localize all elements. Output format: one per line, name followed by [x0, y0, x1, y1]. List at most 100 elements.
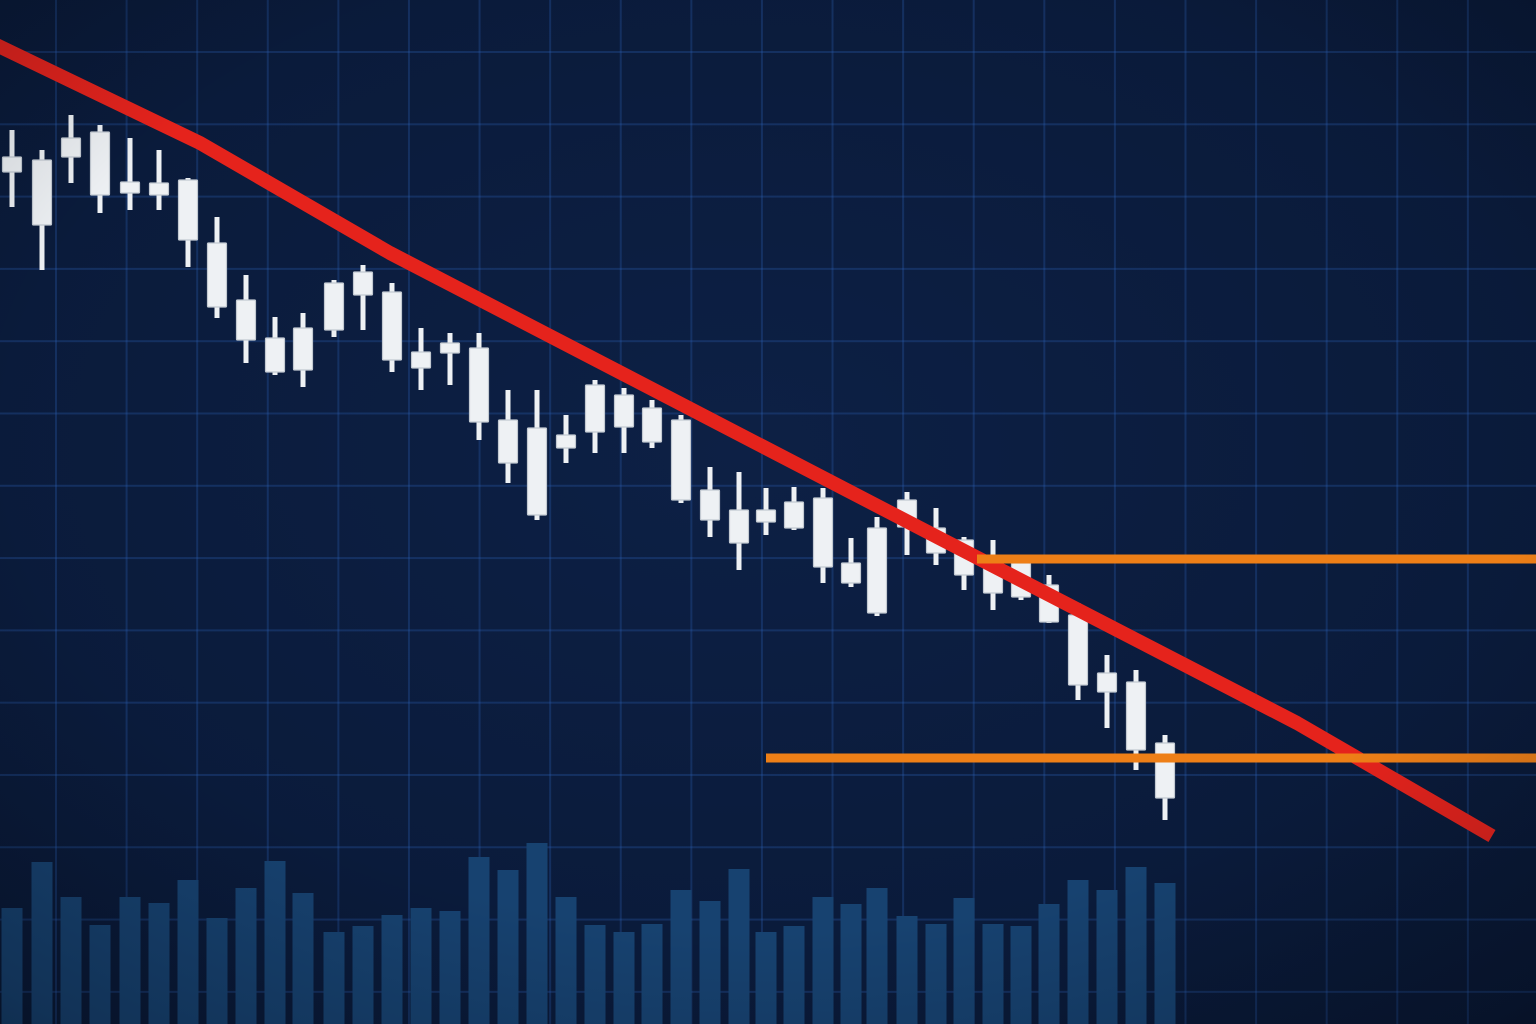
volume-bar [468, 857, 490, 1024]
volume-bar [206, 918, 228, 1024]
volume-bar [235, 888, 257, 1024]
candlestick [497, 390, 519, 483]
candle-body [670, 419, 692, 501]
candle-body [352, 271, 374, 296]
candlestick [641, 400, 663, 448]
candlestick [555, 415, 577, 463]
candlestick [670, 415, 692, 503]
candlestick [1096, 655, 1118, 728]
candle-body [1154, 742, 1176, 799]
candlestick [323, 280, 345, 337]
candle-body [119, 181, 141, 194]
candlestick [60, 115, 82, 183]
candlestick [381, 283, 403, 372]
volume-bar [755, 932, 777, 1024]
candle-body [177, 179, 199, 241]
volume-bar [1154, 883, 1176, 1024]
volume-bar [60, 897, 82, 1024]
candle-body [699, 489, 721, 521]
volume-bar [584, 925, 606, 1024]
candlestick [866, 517, 888, 616]
volume-bar [613, 932, 635, 1024]
candle-body [264, 337, 286, 373]
candle-body [755, 509, 777, 523]
volume-bar [352, 926, 374, 1024]
volume-bar [410, 908, 432, 1024]
candle-body [439, 342, 461, 354]
candle-body [526, 427, 548, 516]
candle-body [783, 501, 805, 529]
candle-body [148, 182, 170, 196]
candlestick [812, 488, 834, 583]
volume-bar [1096, 890, 1118, 1024]
candle-body [555, 434, 577, 449]
candle-body [812, 497, 834, 568]
candlestick [119, 138, 141, 210]
candlestick [840, 538, 862, 587]
volume-bar [728, 869, 750, 1024]
candle-body [60, 137, 82, 158]
candle-body [323, 282, 345, 331]
volume-bar [526, 843, 548, 1024]
candlestick [235, 275, 257, 363]
downtrend-line [0, 39, 1496, 843]
candle-body [381, 291, 403, 361]
candlestick [699, 467, 721, 537]
candle-body [206, 242, 228, 308]
candlestick [1154, 735, 1176, 820]
volume-layer [1, 843, 1176, 1024]
candlestick [468, 333, 490, 440]
volume-bar [555, 897, 577, 1024]
candle-body [1125, 681, 1147, 751]
candle-body [89, 131, 111, 196]
candle-body [866, 527, 888, 614]
candle-body [1096, 672, 1118, 693]
candle-body [840, 562, 862, 584]
volume-bar [177, 880, 199, 1024]
candlestick [410, 328, 432, 390]
candlestick [292, 313, 314, 387]
candlestick [89, 125, 111, 213]
volume-bar [497, 870, 519, 1024]
volume-bar [1125, 867, 1147, 1024]
volume-bar [264, 861, 286, 1024]
volume-bar [148, 903, 170, 1024]
candlestick [148, 150, 170, 210]
candlestick [755, 488, 777, 535]
volume-bar [925, 924, 947, 1024]
candle-body [1, 156, 23, 173]
volume-bar [670, 890, 692, 1024]
volume-bar [1010, 926, 1032, 1024]
volume-bar [641, 924, 663, 1024]
candlestick [31, 150, 53, 270]
candle-body [641, 407, 663, 443]
candlestick [206, 217, 228, 318]
candlestick [783, 487, 805, 530]
volume-bar [699, 901, 721, 1024]
candle-body [410, 351, 432, 369]
candlestick [613, 388, 635, 453]
candle-body [468, 347, 490, 423]
candlestick [584, 380, 606, 453]
candlestick [1, 130, 23, 207]
candlestick [439, 333, 461, 385]
candle-body [584, 384, 606, 433]
volume-bar [1, 908, 23, 1024]
volume-bar [783, 926, 805, 1024]
candles-layer [1, 115, 1176, 820]
volume-bar [982, 924, 1004, 1024]
volume-bar [31, 862, 53, 1024]
volume-bar [953, 898, 975, 1024]
volume-bar [381, 915, 403, 1024]
candlestick [352, 265, 374, 330]
volume-bar [89, 925, 111, 1024]
candlestick [264, 317, 286, 375]
candlestick [728, 472, 750, 570]
volume-bar [119, 897, 141, 1024]
volume-bar [840, 904, 862, 1024]
volume-bar [896, 916, 918, 1024]
candle-body [613, 394, 635, 428]
volume-bar [1067, 880, 1089, 1024]
